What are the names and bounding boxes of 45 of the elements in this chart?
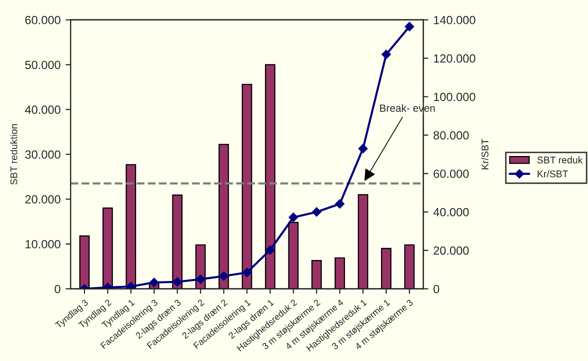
y2-axis-title: Kr/SBT (481, 138, 488, 170)
point (196, 274, 206, 284)
bar (381, 248, 392, 289)
bar (288, 222, 299, 289)
point (382, 50, 391, 60)
y2-tick-label: 120.000 (434, 54, 476, 63)
point (288, 212, 298, 222)
bar (264, 64, 276, 289)
y2-tick-label: 60.000 (434, 170, 469, 178)
legend-label: SBT reduk (537, 156, 583, 164)
point (358, 144, 368, 154)
bar (102, 208, 113, 289)
y2-tick-label: 140.000 (434, 16, 476, 24)
y-tick-label: 40.000 (25, 106, 60, 114)
point (172, 277, 182, 287)
y-tick-label: 50.000 (25, 60, 60, 70)
y2-tick-label: 40.000 (433, 208, 469, 216)
y-tick-label: 10.000 (26, 240, 60, 248)
bar (311, 260, 322, 289)
y2-tick-label: 20.000 (434, 246, 469, 255)
point (126, 282, 136, 289)
y2-tick-label: 0 (434, 284, 440, 294)
y-tick-label: 0 (54, 284, 60, 294)
point (242, 268, 252, 278)
point (404, 22, 414, 32)
point (266, 245, 275, 255)
y-tick-label: 60.000 (25, 16, 60, 24)
bar (126, 164, 136, 289)
point (149, 278, 159, 288)
y-tick-label: 20.000 (25, 195, 60, 204)
bar (79, 235, 90, 289)
point (335, 199, 344, 209)
bar (242, 84, 252, 289)
bar (218, 144, 229, 289)
bar (404, 244, 415, 289)
y-axis-title: SBT reduktion (10, 124, 18, 185)
bar (358, 194, 368, 289)
bar (172, 194, 183, 289)
bar (334, 257, 345, 289)
y2-tick-label: 100.000 (434, 92, 476, 102)
legend-label: Kr/SBT (538, 170, 568, 178)
y2-tick-label: 80.000 (434, 131, 469, 140)
point (219, 271, 228, 281)
y-tick-label: 30.000 (25, 150, 60, 159)
point (312, 207, 322, 217)
